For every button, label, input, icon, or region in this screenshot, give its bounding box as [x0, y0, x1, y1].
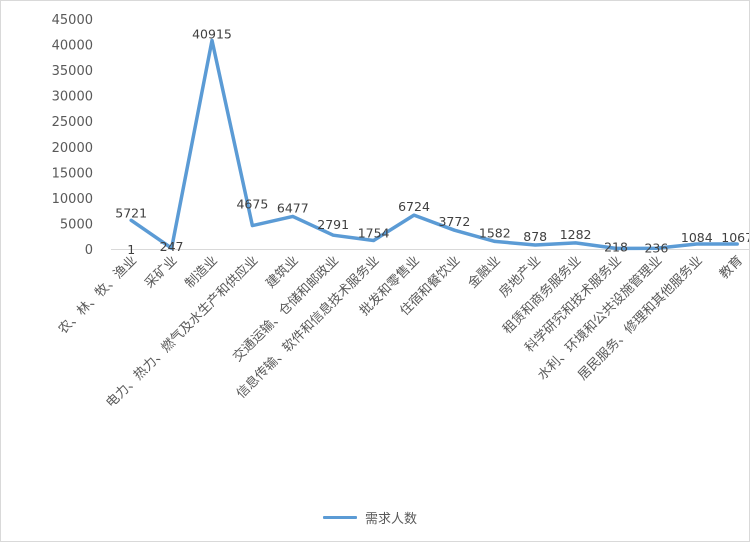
data-label: 878: [523, 229, 547, 244]
data-label: 1084: [681, 230, 713, 245]
data-label: 2791: [317, 217, 349, 232]
x-category-label: 教育: [716, 253, 746, 283]
data-label: 6477: [277, 200, 309, 215]
data-label: 40915: [192, 26, 232, 41]
data-label: 1067: [721, 230, 749, 245]
legend-swatch: [323, 515, 357, 519]
data-label: 236: [644, 240, 668, 255]
y-tick-label: 35000: [52, 64, 93, 79]
data-point: [331, 233, 335, 237]
data-label: 1754: [358, 226, 390, 241]
legend-label: 需求人数: [365, 511, 418, 527]
y-tick-label: 10000: [52, 192, 93, 207]
x-category-label: 信息传输、软件和信息技术服务业: [233, 253, 382, 402]
data-label: 3772: [438, 214, 470, 229]
y-tick-label: 5000: [60, 217, 93, 232]
data-label: 247: [160, 239, 184, 254]
series-line: [129, 38, 739, 251]
extra-data-label: 1: [127, 242, 135, 257]
x-category-label: 制造业: [183, 253, 221, 291]
x-category-label: 建筑业: [263, 253, 302, 292]
y-tick-label: 20000: [52, 141, 93, 156]
data-label: 5721: [115, 205, 147, 220]
data-label: 6724: [398, 199, 430, 214]
y-tick-label: 25000: [52, 115, 93, 130]
legend: 需求人数: [323, 507, 417, 527]
data-point: [250, 224, 254, 228]
x-category-label: 农、林、牧、渔业: [56, 253, 140, 337]
y-tick-label: 0: [85, 243, 93, 258]
y-tick-label: 40000: [52, 39, 93, 54]
y-tick-label: 15000: [52, 166, 93, 181]
x-category-label: 金融业: [465, 253, 504, 292]
y-tick-label: 45000: [52, 13, 93, 28]
data-label: 1282: [560, 227, 592, 242]
data-label: 218: [604, 239, 628, 254]
data-label: 1582: [479, 225, 511, 240]
y-tick-label: 30000: [52, 90, 93, 105]
x-category-label: 采矿业: [142, 253, 180, 291]
data-label: 4675: [236, 197, 268, 212]
